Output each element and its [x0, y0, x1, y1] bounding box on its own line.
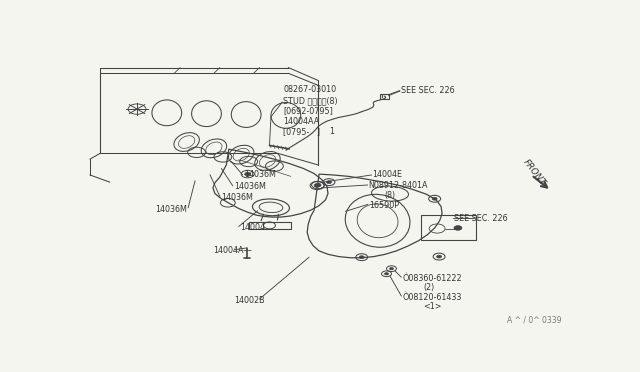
Text: 14004: 14004 [240, 222, 265, 232]
Circle shape [315, 183, 321, 187]
Text: 14004E: 14004E [372, 170, 403, 179]
Circle shape [436, 255, 442, 258]
Text: N08912-8401A: N08912-8401A [369, 181, 428, 190]
Text: 14036M: 14036M [234, 182, 266, 191]
Circle shape [326, 181, 332, 183]
Text: A ^ / 0^ 0339: A ^ / 0^ 0339 [507, 316, 561, 325]
Text: Ò08120-61433: Ò08120-61433 [403, 293, 462, 302]
Text: [0795-   ]: [0795- ] [284, 127, 321, 136]
Circle shape [432, 197, 437, 200]
Text: [0692-0795]: [0692-0795] [284, 107, 333, 116]
Text: STUD スタッド(8): STUD スタッド(8) [284, 96, 338, 105]
Text: 14036M: 14036M [156, 205, 188, 214]
Text: SEE SEC. 226: SEE SEC. 226 [401, 86, 455, 95]
Text: SEE SEC. 226: SEE SEC. 226 [454, 214, 508, 223]
Text: FRONT: FRONT [521, 157, 547, 187]
Text: 1: 1 [330, 127, 335, 136]
Text: 08267-03010: 08267-03010 [284, 84, 337, 93]
Text: 16590P: 16590P [369, 201, 399, 209]
Text: 14002B: 14002B [234, 296, 264, 305]
Text: (8): (8) [385, 191, 396, 200]
Circle shape [359, 256, 364, 259]
Text: 14004AA: 14004AA [284, 117, 319, 126]
Text: (2): (2) [423, 283, 435, 292]
Circle shape [390, 267, 394, 270]
Text: Ó08360-61222: Ó08360-61222 [403, 273, 462, 283]
Circle shape [244, 172, 251, 176]
Text: 14004A―: 14004A― [213, 246, 252, 255]
Text: 14036M: 14036M [244, 170, 276, 179]
Circle shape [454, 226, 462, 230]
Circle shape [385, 273, 388, 275]
Circle shape [314, 184, 320, 187]
Text: <1>: <1> [423, 302, 442, 311]
Text: 14036M: 14036M [221, 193, 253, 202]
